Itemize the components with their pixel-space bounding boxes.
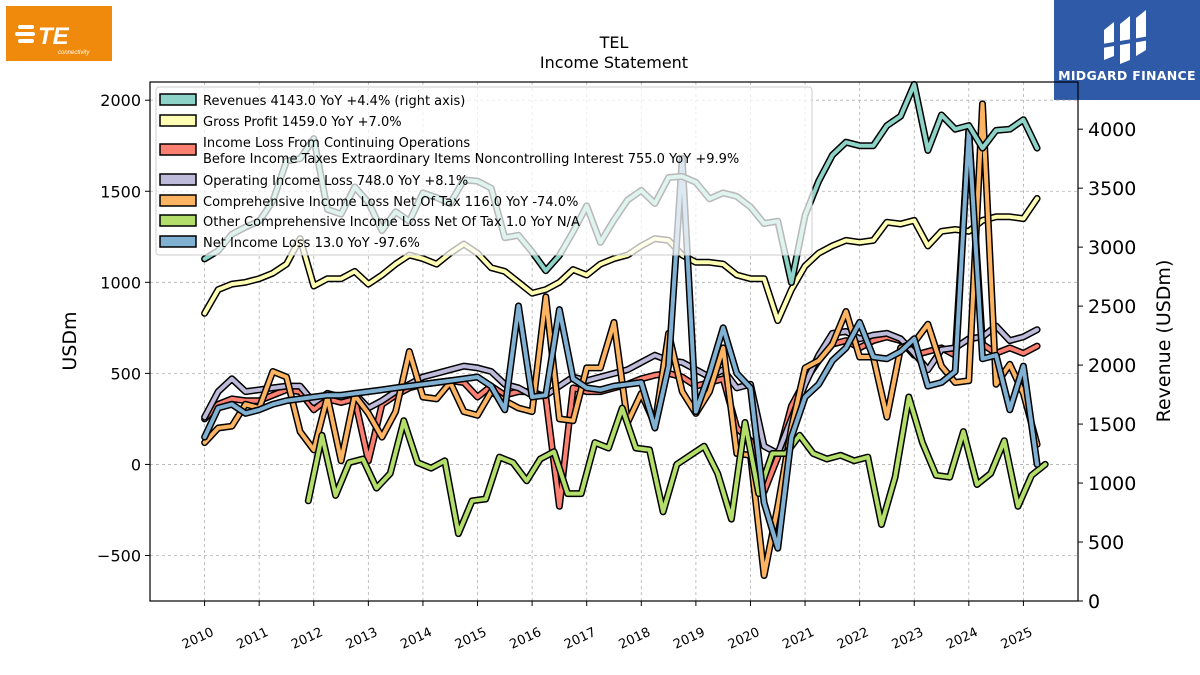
chart-legend: Revenues 4143.0 YoY +4.4% (right axis) Gr… (155, 86, 813, 256)
y-right-tick-label: 500 (1088, 532, 1124, 554)
chart-subtitle: Income Statement (540, 53, 688, 72)
legend-label: Before Income Taxes Extraordinary Items … (203, 152, 739, 167)
x-tick-label: 2024 (944, 625, 980, 653)
y-tick-label: 1000 (100, 273, 141, 292)
series-line (306, 395, 1048, 536)
x-tick-label: 2017 (562, 625, 598, 653)
x-tick-label: 2018 (617, 625, 653, 653)
y-right-tick-label: 0 (1088, 591, 1100, 613)
legend-box (155, 86, 813, 256)
x-tick-label: 2010 (180, 625, 216, 653)
y-right-tick-label: 2000 (1088, 355, 1136, 377)
y-tick-label: 2000 (100, 91, 141, 110)
legend-swatch (159, 194, 197, 207)
legend-swatch (159, 173, 197, 186)
x-tick-label: 2020 (726, 625, 762, 653)
x-tick-label: 2021 (780, 625, 816, 653)
y-tick-label: −500 (97, 546, 141, 565)
x-tick-label: 2022 (835, 625, 871, 653)
legend-swatch (159, 114, 197, 127)
series-4 (201, 100, 1041, 579)
series-1 (201, 195, 1041, 325)
x-tick-label: 2011 (235, 625, 271, 653)
x-tick-label: 2013 (344, 625, 380, 653)
legend-swatch (159, 214, 197, 227)
y-tick-label: 500 (110, 364, 141, 383)
y-right-tick-label: 3000 (1088, 237, 1136, 259)
y-tick-label: 1500 (100, 182, 141, 201)
chart-title: TEL (599, 33, 629, 52)
midgard-logo-text: MIDGARD FINANCE (1058, 68, 1196, 83)
legend-label: Revenues 4143.0 YoY +4.4% (right axis) (203, 94, 465, 109)
x-tick-label: 2014 (398, 625, 434, 653)
x-tick-label: 2012 (289, 625, 325, 653)
te-connectivity-logo: TE connectivity (6, 6, 112, 61)
legend-swatch (159, 93, 197, 106)
te-logo-graphic: TE connectivity (15, 23, 90, 56)
midgard-emblem-icon (1102, 10, 1150, 64)
plot-frame (149, 81, 1079, 602)
y-right-tick-label: 1500 (1088, 414, 1136, 436)
legend-label: Income Loss From Continuing Operations (203, 136, 470, 151)
series-6 (201, 127, 1041, 552)
y-right-tick-label: 1000 (1088, 473, 1136, 495)
x-tick-label: 2015 (453, 625, 489, 653)
series-line (202, 129, 1040, 551)
x-tick-label: 2016 (507, 625, 543, 653)
y-right-tick-label: 3500 (1088, 178, 1136, 200)
x-tick-label: 2019 (671, 625, 707, 653)
legend-swatch (159, 235, 197, 248)
y-right-axis-label: Revenue (USDm) (1153, 260, 1175, 423)
te-logo-subtext: connectivity (58, 50, 90, 56)
legend-label: Gross Profit 1459.0 YoY +7.0% (203, 115, 402, 130)
legend-swatch (159, 143, 197, 156)
y-axis-label: USDm (59, 311, 81, 370)
te-logo-text: TE (38, 23, 70, 50)
legend-label: Net Income Loss 13.0 YoY -97.6% (203, 236, 420, 251)
series-line (202, 101, 1040, 578)
x-tick-label: 2023 (890, 625, 926, 653)
legend-label: Comprehensive Income Loss Net Of Tax 116… (203, 195, 578, 210)
y-tick-label: 0 (131, 455, 141, 474)
series-line (202, 196, 1040, 323)
y-right-tick-label: 4000 (1088, 119, 1136, 141)
x-tick-label: 2025 (999, 625, 1035, 653)
legend-label: Other Comprehensive Income Loss Net Of T… (203, 215, 580, 230)
legend-label: Operating Income Loss 748.0 YoY +8.1% (203, 174, 468, 189)
y-right-tick-label: 2500 (1088, 296, 1136, 318)
series-5 (304, 393, 1049, 538)
